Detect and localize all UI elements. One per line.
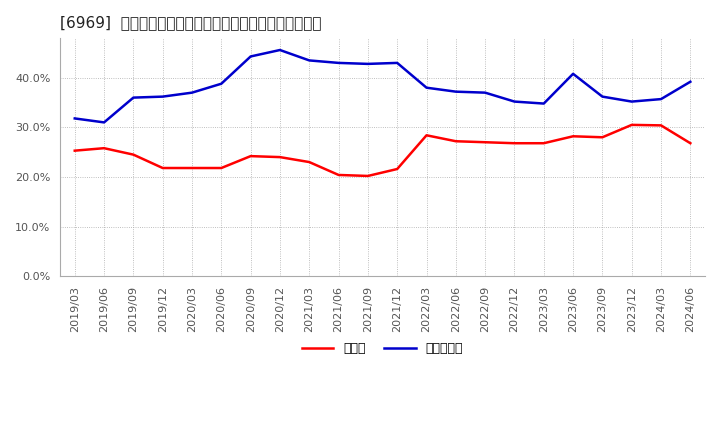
現預金	[686, 141, 695, 146]
現預金	[334, 172, 343, 178]
Line: 有利子負債: 有利子負債	[75, 50, 690, 122]
有利子負債	[100, 120, 109, 125]
現預金	[422, 132, 431, 138]
有利子負債	[334, 60, 343, 66]
現預金	[627, 122, 636, 128]
現預金	[246, 154, 255, 159]
有利子負債	[217, 81, 225, 86]
有利子負債	[539, 101, 548, 106]
有利子負債	[451, 89, 460, 94]
現預金	[71, 148, 79, 153]
有利子負債	[158, 94, 167, 99]
有利子負債	[627, 99, 636, 104]
有利子負債	[569, 71, 577, 77]
有利子負債	[481, 90, 490, 95]
現預金	[364, 173, 372, 179]
有利子負債	[188, 90, 197, 95]
現預金	[539, 141, 548, 146]
現預金	[657, 123, 665, 128]
有利子負債	[598, 94, 607, 99]
有利子負債	[422, 85, 431, 90]
現預金	[569, 134, 577, 139]
現預金	[129, 152, 138, 157]
有利子負債	[71, 116, 79, 121]
有利子負債	[305, 58, 314, 63]
現預金	[100, 146, 109, 151]
有利子負債	[686, 79, 695, 84]
有利子負債	[276, 48, 284, 53]
現預金	[393, 166, 402, 172]
現預金	[305, 159, 314, 165]
有利子負債	[510, 99, 519, 104]
Legend: 現預金, 有利子負債: 現預金, 有利子負債	[297, 337, 468, 360]
有利子負債	[393, 60, 402, 66]
現預金	[510, 141, 519, 146]
有利子負債	[129, 95, 138, 100]
現預金	[217, 165, 225, 171]
有利子負債	[246, 54, 255, 59]
現預金	[276, 154, 284, 160]
現預金	[451, 139, 460, 144]
現預金	[188, 165, 197, 171]
現預金	[158, 165, 167, 171]
Line: 現預金: 現預金	[75, 125, 690, 176]
有利子負債	[657, 96, 665, 102]
Text: [6969]  現預金、有利子負債の総資産に対する比率の推移: [6969] 現預金、有利子負債の総資産に対する比率の推移	[60, 15, 322, 30]
現預金	[481, 139, 490, 145]
現預金	[598, 135, 607, 140]
有利子負債	[364, 61, 372, 66]
